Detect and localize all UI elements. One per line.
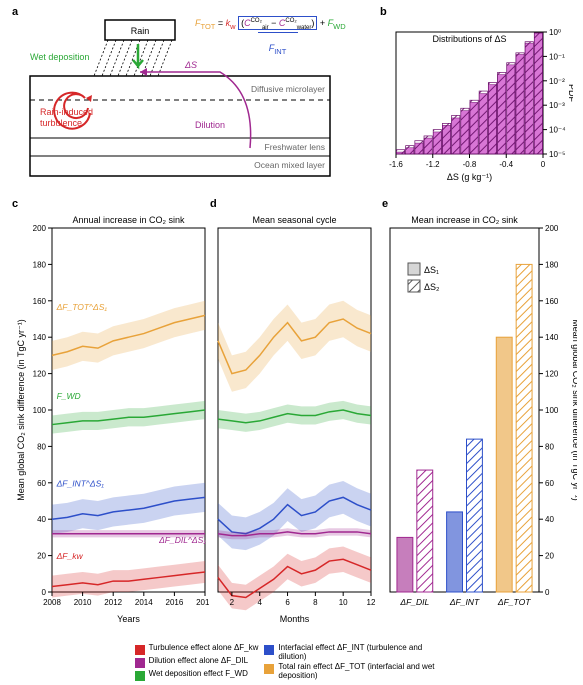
svg-text:2018: 2018 xyxy=(196,598,209,607)
svg-text:Months: Months xyxy=(280,614,310,624)
svg-text:ΔF_kw: ΔF_kw xyxy=(56,551,84,561)
panel-e-chart: Mean increase in CO₂ sink ΔF_DIL ΔF_INT ΔF_… xyxy=(382,208,577,628)
svg-text:60: 60 xyxy=(545,479,554,488)
svg-text:-0.8: -0.8 xyxy=(463,160,477,169)
svg-text:Distributions of ΔS: Distributions of ΔS xyxy=(432,34,506,44)
svg-text:2010: 2010 xyxy=(74,598,92,607)
svg-text:10⁻¹: 10⁻¹ xyxy=(549,52,565,61)
wetdep-text: Wet deposition xyxy=(30,52,89,62)
svg-text:2014: 2014 xyxy=(135,598,153,607)
svg-text:Annual increase in CO₂ sink: Annual increase in CO₂ sink xyxy=(72,215,185,225)
svg-text:40: 40 xyxy=(37,515,46,524)
svg-text:2012: 2012 xyxy=(104,598,122,607)
svg-text:ΔS (g kg⁻¹): ΔS (g kg⁻¹) xyxy=(447,172,492,182)
svg-text:PDF: PDF xyxy=(567,84,573,103)
legend-item: Interfacial effect ΔF_INT (turbulence an… xyxy=(264,644,448,662)
legend-item: Dilution effect alone ΔF_DIL xyxy=(135,657,259,668)
svg-text:ΔS₁: ΔS₁ xyxy=(424,265,439,275)
svg-text:10⁻³: 10⁻³ xyxy=(549,101,565,110)
svg-text:10⁻²: 10⁻² xyxy=(549,77,565,86)
svg-text:40: 40 xyxy=(545,515,554,524)
svg-text:200: 200 xyxy=(33,224,47,233)
svg-text:ΔS₂: ΔS₂ xyxy=(424,282,440,292)
svg-text:2: 2 xyxy=(230,598,235,607)
svg-text:0: 0 xyxy=(541,160,546,169)
svg-text:ΔF_TOT: ΔF_TOT xyxy=(497,597,531,607)
panel-e-svg: Mean increase in CO₂ sink ΔF_DIL ΔF_INT ΔF_… xyxy=(382,208,577,628)
legend-item: Total rain effect ΔF_TOT (interfacial an… xyxy=(264,663,448,681)
svg-text:ΔF_INT^ΔS₁: ΔF_INT^ΔS₁ xyxy=(56,478,105,488)
svg-text:2016: 2016 xyxy=(166,598,184,607)
svg-text:Mean global CO₂ sink differenc: Mean global CO₂ sink difference (in TgC … xyxy=(571,319,577,500)
diffusive-text: Diffusive microlayer xyxy=(251,84,325,94)
svg-text:140: 140 xyxy=(545,333,559,342)
svg-text:180: 180 xyxy=(33,260,47,269)
panel-c-chart: Annual increase in CO₂ sink 2008 2010 2012 2… xyxy=(14,208,209,628)
svg-text:-1.2: -1.2 xyxy=(426,160,440,169)
svg-text:100: 100 xyxy=(33,406,47,415)
svg-text:10: 10 xyxy=(339,598,348,607)
svg-text:2008: 2008 xyxy=(43,598,61,607)
panel-b-svg: Distributions of ΔS -1.6 -1.2 -0.8 -0.4 0 ΔS (… xyxy=(388,14,573,182)
panel-b-chart: Distributions of ΔS -1.6 -1.2 -0.8 -0.4 0 ΔS (… xyxy=(388,14,573,182)
svg-text:4: 4 xyxy=(258,598,263,607)
svg-text:0: 0 xyxy=(42,588,47,597)
svg-text:10⁻⁴: 10⁻⁴ xyxy=(549,126,566,135)
svg-text:180: 180 xyxy=(545,260,559,269)
svg-text:6: 6 xyxy=(285,598,290,607)
svg-text:10⁰: 10⁰ xyxy=(549,28,561,37)
svg-text:ΔF_DIL: ΔF_DIL xyxy=(399,597,429,607)
freshwater-text: Freshwater lens xyxy=(265,142,325,152)
rain-text: Rain xyxy=(131,26,150,36)
svg-text:ΔF_TOT^ΔS₁: ΔF_TOT^ΔS₁ xyxy=(56,302,108,312)
turb-text2: turbulence xyxy=(40,118,82,128)
svg-text:0: 0 xyxy=(545,588,550,597)
panel-d-chart: Mean seasonal cycle 2 4 6 8 10 12 Months xyxy=(210,208,375,628)
panel-d-svg: Mean seasonal cycle 2 4 6 8 10 12 Months xyxy=(210,208,375,628)
svg-text:160: 160 xyxy=(545,297,559,306)
svg-text:120: 120 xyxy=(33,370,47,379)
svg-text:ΔF_DIL^ΔS₁: ΔF_DIL^ΔS₁ xyxy=(158,535,206,545)
svg-text:F_WD: F_WD xyxy=(57,391,81,401)
svg-text:80: 80 xyxy=(37,442,46,451)
panel-c-svg: Annual increase in CO₂ sink 2008 2010 2012 2… xyxy=(14,208,209,628)
svg-text:100: 100 xyxy=(545,406,559,415)
svg-text:ΔF_INT: ΔF_INT xyxy=(449,597,480,607)
svg-text:140: 140 xyxy=(33,333,47,342)
svg-text:120: 120 xyxy=(545,370,559,379)
svg-text:12: 12 xyxy=(367,598,375,607)
panel-b-label: b xyxy=(380,6,387,18)
ocean-text: Ocean mixed layer xyxy=(254,160,325,170)
legend-item: Wet deposition effect F_WD xyxy=(135,670,259,681)
svg-text:-0.4: -0.4 xyxy=(499,160,513,169)
svg-text:Mean increase in CO₂ sink: Mean increase in CO₂ sink xyxy=(411,215,518,225)
svg-text:-1.6: -1.6 xyxy=(389,160,403,169)
svg-text:Years: Years xyxy=(117,614,140,624)
panel-a-label: a xyxy=(12,6,18,18)
deltaS-text: ΔS xyxy=(184,60,197,70)
svg-text:20: 20 xyxy=(37,552,46,561)
svg-text:10⁻⁵: 10⁻⁵ xyxy=(549,150,565,159)
svg-text:200: 200 xyxy=(545,224,559,233)
svg-text:Mean global CO₂ sink differenc: Mean global CO₂ sink difference (in TgC … xyxy=(16,319,26,500)
bottom-legend: Turbulence effect alone ΔF_kw Dilution ef… xyxy=(102,644,482,681)
svg-text:20: 20 xyxy=(545,552,554,561)
panel-a-formula: FTOT = kw (CCO₂air − CCO₂water) + FWD FI… xyxy=(195,18,360,53)
svg-text:Mean seasonal cycle: Mean seasonal cycle xyxy=(252,215,336,225)
svg-text:8: 8 xyxy=(313,598,318,607)
turb-text1: Rain-induced xyxy=(40,107,93,117)
dilution-text: Dilution xyxy=(195,120,225,130)
svg-text:60: 60 xyxy=(37,479,46,488)
svg-text:160: 160 xyxy=(33,297,47,306)
svg-text:80: 80 xyxy=(545,442,554,451)
legend-item: Turbulence effect alone ΔF_kw xyxy=(135,644,259,655)
